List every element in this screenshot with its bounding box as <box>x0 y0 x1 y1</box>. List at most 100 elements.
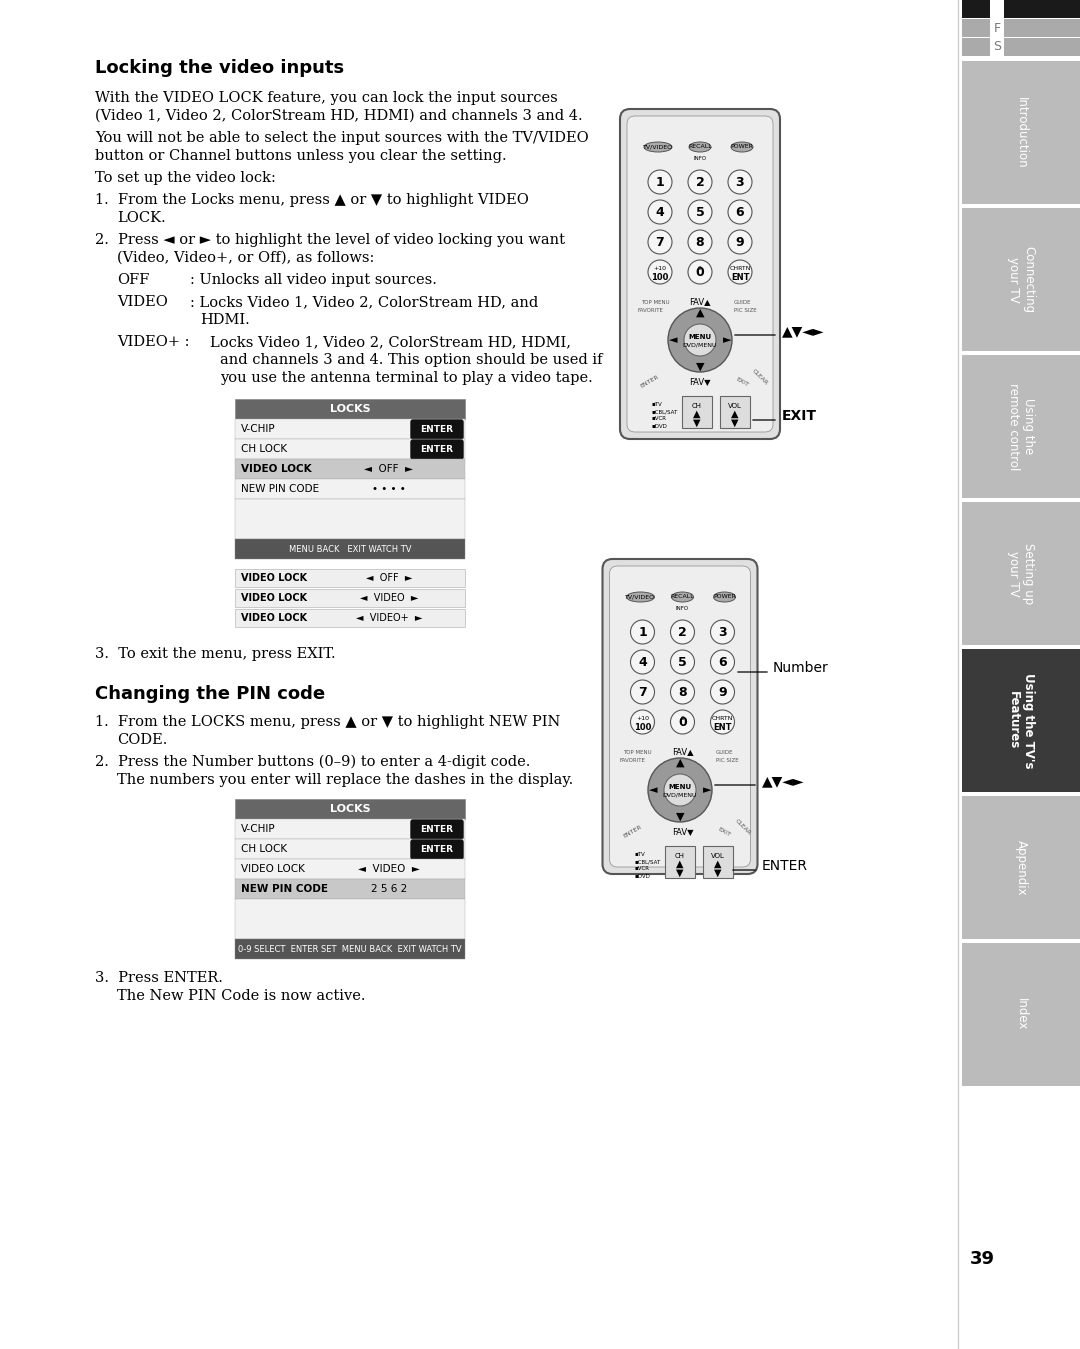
Text: 3.  Press ENTER.: 3. Press ENTER. <box>95 971 222 985</box>
Circle shape <box>688 260 712 285</box>
Bar <box>235 880 465 898</box>
Text: 6: 6 <box>718 656 727 669</box>
Text: ▪VCR: ▪VCR <box>652 417 667 421</box>
Text: LOCK.: LOCK. <box>117 210 165 225</box>
Text: ▲▼◄►: ▲▼◄► <box>782 324 824 339</box>
Text: EXIT: EXIT <box>717 827 732 838</box>
Text: V-CHIP: V-CHIP <box>241 824 275 834</box>
Text: 1.  From the Locks menu, press ▲ or ▼ to highlight VIDEO: 1. From the Locks menu, press ▲ or ▼ to … <box>95 193 529 206</box>
Circle shape <box>669 308 732 372</box>
Text: PIC SIZE: PIC SIZE <box>716 758 739 762</box>
Text: TV/VIDEO: TV/VIDEO <box>643 144 673 150</box>
Text: 2: 2 <box>678 626 687 638</box>
Text: 8: 8 <box>678 685 687 699</box>
Text: VOL: VOL <box>728 403 742 409</box>
Circle shape <box>648 758 712 822</box>
Text: ▼: ▼ <box>731 418 739 428</box>
Text: CLEAR: CLEAR <box>733 817 752 836</box>
Text: INFO: INFO <box>676 606 689 611</box>
Circle shape <box>631 650 654 674</box>
Text: VIDEO LOCK: VIDEO LOCK <box>241 464 312 473</box>
Circle shape <box>671 621 694 643</box>
Text: GUIDE: GUIDE <box>733 299 751 305</box>
Text: ENTER: ENTER <box>420 826 454 834</box>
Text: +10: +10 <box>636 716 649 722</box>
Text: ◄  VIDEO+  ►: ◄ VIDEO+ ► <box>355 612 422 623</box>
Text: ◄  OFF  ►: ◄ OFF ► <box>366 573 413 583</box>
Text: The numbers you enter will replace the dashes in the display.: The numbers you enter will replace the d… <box>117 773 573 786</box>
Text: ◄  VIDEO  ►: ◄ VIDEO ► <box>359 863 420 874</box>
Text: MENU BACK   EXIT WATCH TV: MENU BACK EXIT WATCH TV <box>288 545 411 553</box>
Text: 2.  Press the Number buttons (0–9) to enter a 4-digit code.: 2. Press the Number buttons (0–9) to ent… <box>95 755 530 769</box>
Text: ▼: ▼ <box>676 867 684 878</box>
Text: 5: 5 <box>678 656 687 669</box>
FancyBboxPatch shape <box>620 109 780 438</box>
Text: CH: CH <box>692 403 702 409</box>
Text: EXIT: EXIT <box>734 376 750 387</box>
Text: Using the
remote control: Using the remote control <box>1007 383 1035 471</box>
Text: ▪TV: ▪TV <box>652 402 663 407</box>
Bar <box>962 19 990 36</box>
FancyBboxPatch shape <box>603 558 757 874</box>
Circle shape <box>711 680 734 704</box>
Text: 0: 0 <box>698 267 702 271</box>
Text: ▪VCR: ▪VCR <box>635 866 649 871</box>
Text: V-CHIP: V-CHIP <box>241 424 275 434</box>
Text: (Video 1, Video 2, ColorStream HD, HDMI) and channels 3 and 4.: (Video 1, Video 2, ColorStream HD, HDMI)… <box>95 109 582 123</box>
Text: FAV▲: FAV▲ <box>672 747 693 757</box>
Text: INFO: INFO <box>693 156 706 161</box>
Text: ENTER: ENTER <box>762 859 808 873</box>
Text: Appendix: Appendix <box>1014 839 1027 896</box>
Bar <box>235 569 465 587</box>
Bar <box>720 397 750 428</box>
Bar <box>702 846 732 878</box>
Circle shape <box>688 170 712 194</box>
Text: 100: 100 <box>634 723 651 731</box>
Text: 1: 1 <box>638 626 647 638</box>
Text: RECALL: RECALL <box>671 595 694 599</box>
Bar <box>962 38 990 57</box>
Circle shape <box>671 650 694 674</box>
Text: DVD/MENU: DVD/MENU <box>663 792 698 797</box>
Text: ▲: ▲ <box>714 859 721 869</box>
Ellipse shape <box>689 142 711 152</box>
Circle shape <box>728 200 752 224</box>
Text: E: E <box>993 3 1001 15</box>
Circle shape <box>711 710 734 734</box>
Text: Setting up
your TV: Setting up your TV <box>1007 542 1035 604</box>
Text: GUIDE: GUIDE <box>716 750 733 754</box>
Circle shape <box>631 710 654 734</box>
Text: MENU: MENU <box>669 784 691 791</box>
Circle shape <box>631 621 654 643</box>
Circle shape <box>671 710 694 734</box>
Text: FAV▼: FAV▼ <box>672 827 693 836</box>
Text: ▲: ▲ <box>693 409 701 420</box>
Bar <box>235 608 465 627</box>
Text: RECALL: RECALL <box>688 144 712 150</box>
Text: PIC SIZE: PIC SIZE <box>733 308 756 313</box>
Text: ▪TV: ▪TV <box>635 853 645 858</box>
Text: ▲: ▲ <box>696 308 704 318</box>
Text: VIDEO+ :: VIDEO+ : <box>117 335 189 349</box>
Bar <box>1004 38 1080 57</box>
Circle shape <box>688 229 712 254</box>
Circle shape <box>711 650 734 674</box>
Text: Locking the video inputs: Locking the video inputs <box>95 59 345 77</box>
Circle shape <box>728 229 752 254</box>
Text: CH: CH <box>675 853 685 859</box>
Text: ◄: ◄ <box>669 335 677 345</box>
Text: ▲: ▲ <box>676 758 685 768</box>
Bar <box>235 399 465 420</box>
Text: OFF: OFF <box>117 272 149 287</box>
Text: S: S <box>993 40 1001 54</box>
Text: ◄  OFF  ►: ◄ OFF ► <box>365 464 414 473</box>
Text: POWER: POWER <box>713 595 735 599</box>
Text: Locks Video 1, Video 2, ColorStream HD, HDMI,: Locks Video 1, Video 2, ColorStream HD, … <box>210 335 571 349</box>
Text: VIDEO LOCK: VIDEO LOCK <box>241 573 307 583</box>
Text: CH LOCK: CH LOCK <box>241 844 287 854</box>
Text: You will not be able to select the input sources with the TV/VIDEO: You will not be able to select the input… <box>95 131 589 144</box>
Circle shape <box>648 260 672 285</box>
Bar <box>962 61 1080 204</box>
Text: 9: 9 <box>735 236 744 248</box>
Text: ►: ► <box>703 785 712 795</box>
